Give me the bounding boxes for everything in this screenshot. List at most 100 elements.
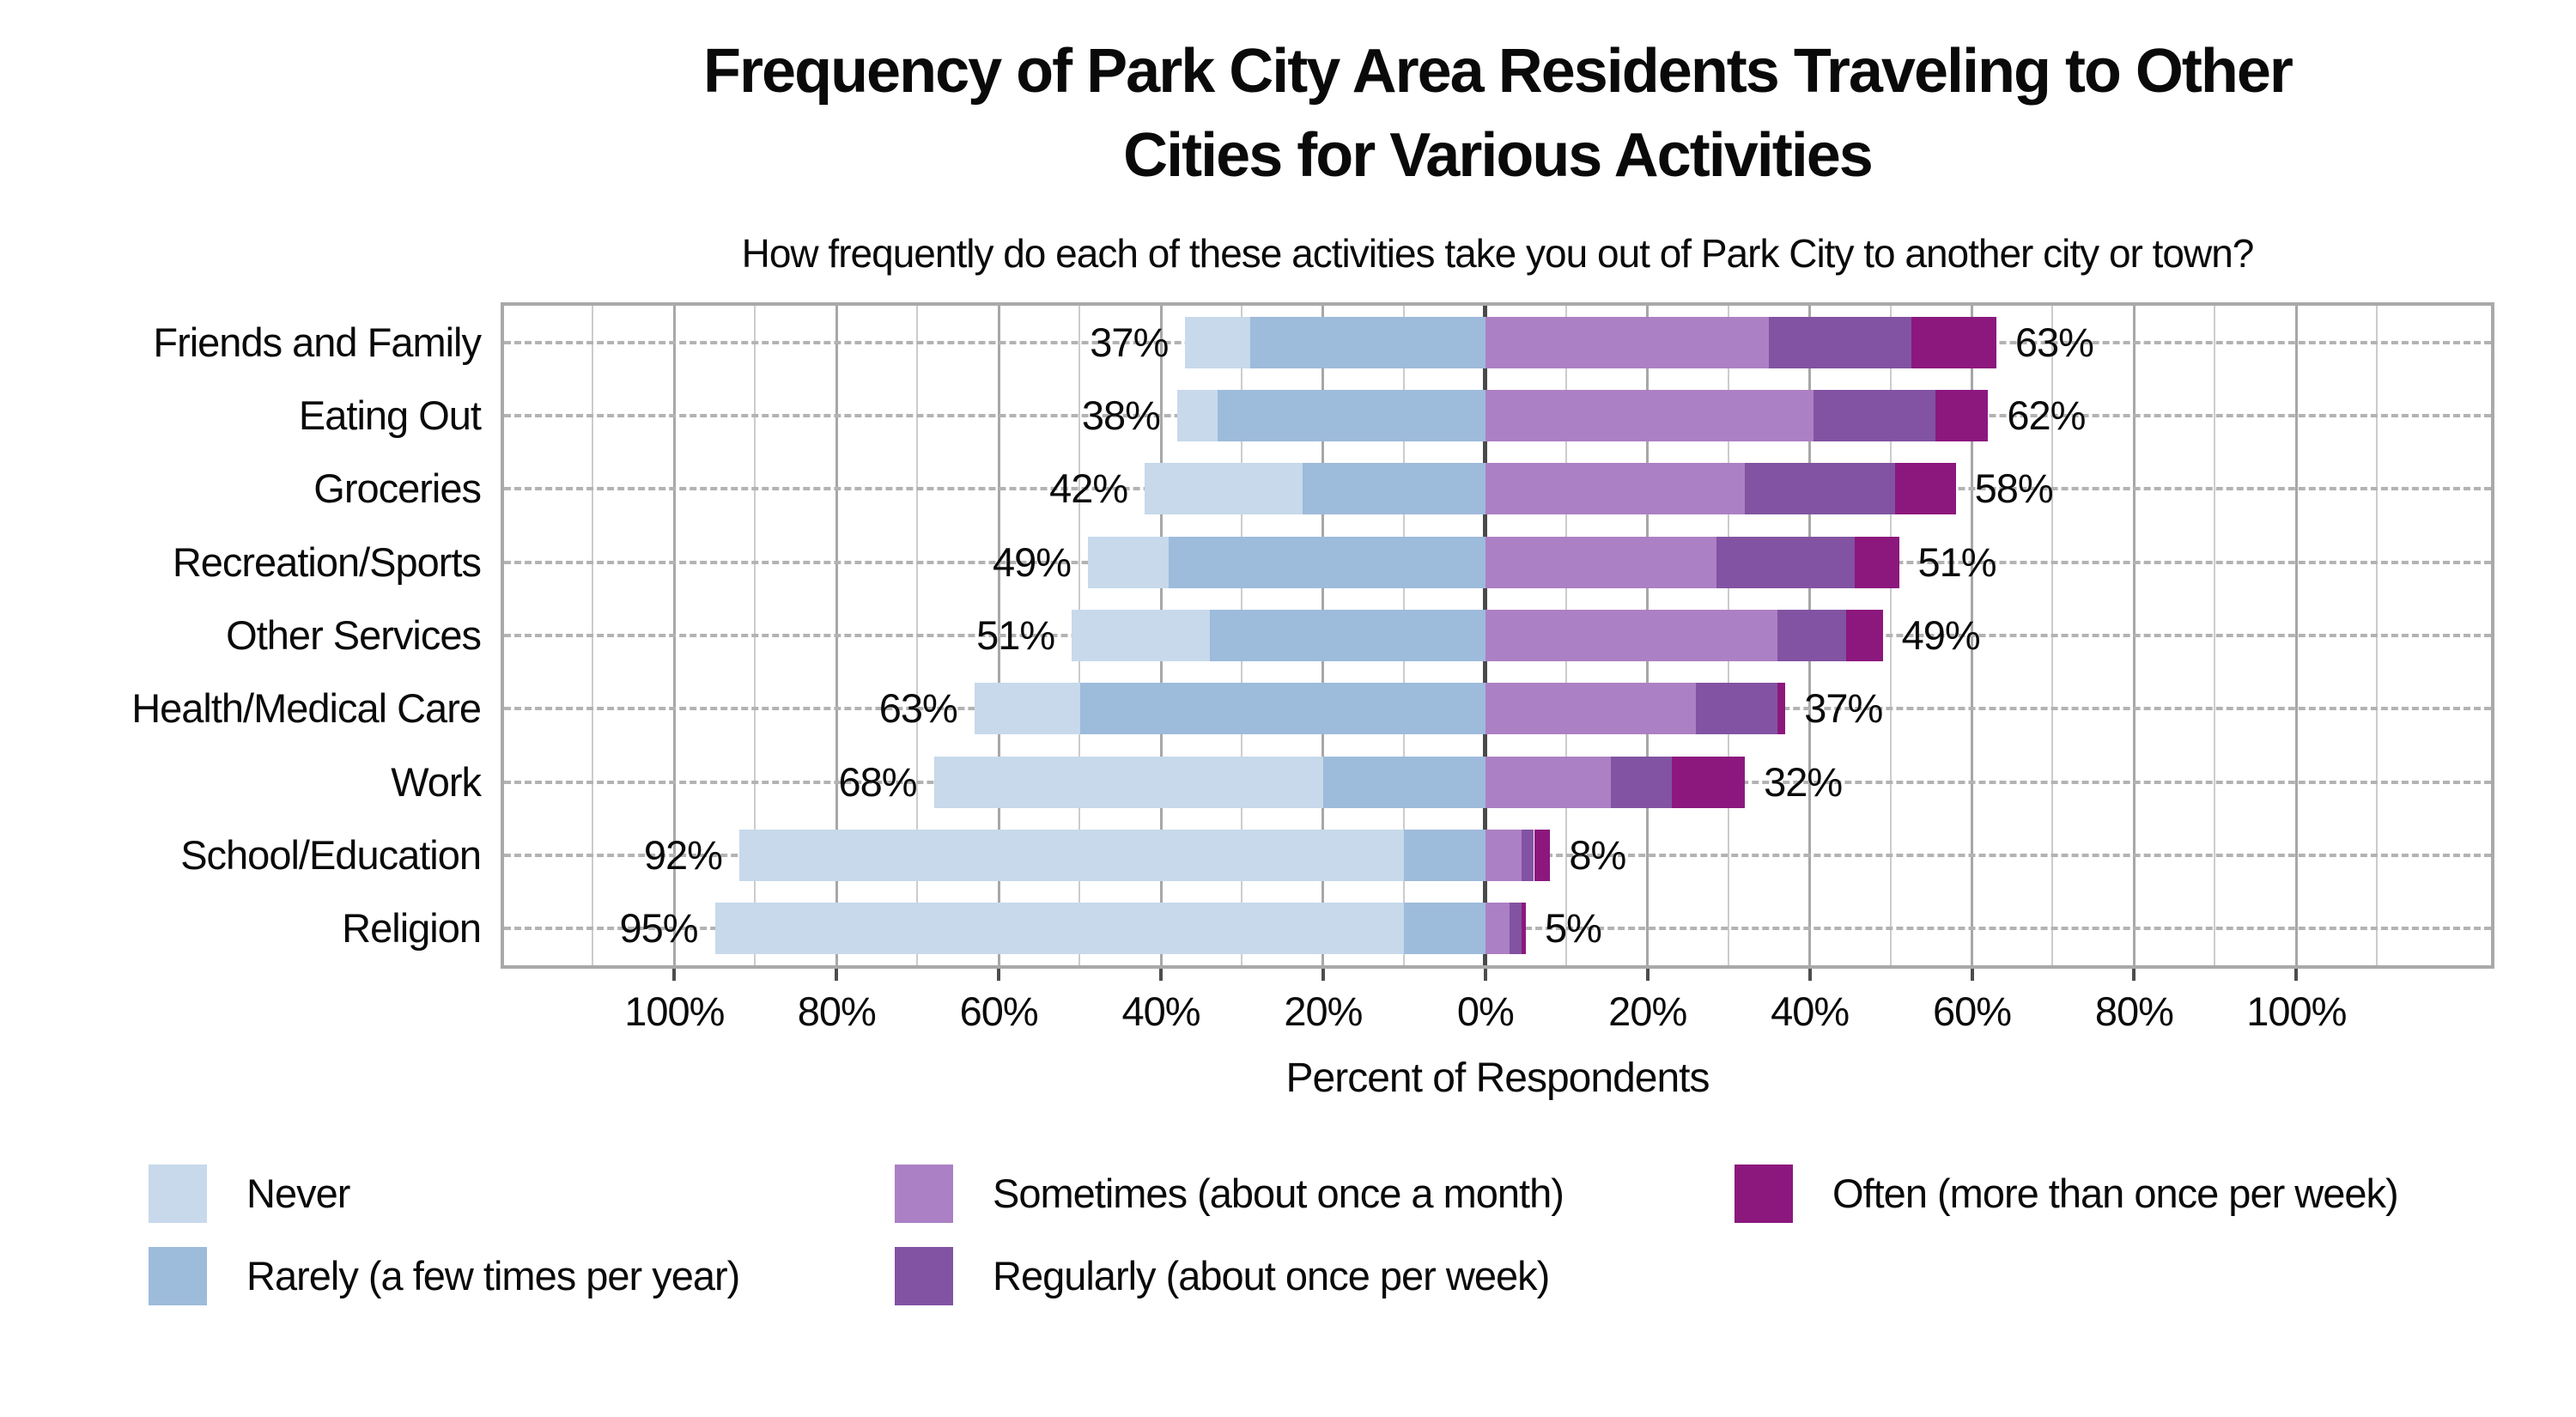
bar-segment-never: [1185, 316, 1250, 368]
bar-segment-regularly: [1522, 830, 1534, 881]
bar-segment-sometimes: [1485, 316, 1770, 368]
legend-label: Sometimes (about once a month): [993, 1171, 1564, 1216]
bar-segment-never: [933, 756, 1323, 808]
bar-segment-rarely: [1404, 830, 1485, 881]
x-axis-tick: [2294, 969, 2299, 981]
x-axis-tick-label: 80%: [2094, 988, 2174, 1034]
x-axis-tick-label: 80%: [797, 988, 877, 1034]
right-total-label: 63%: [2014, 319, 2094, 365]
right-total-label: 8%: [1569, 832, 1626, 878]
x-axis-tick-label: 60%: [1932, 988, 2012, 1034]
bar-segment-often: [1935, 390, 1989, 441]
x-axis-tick: [1159, 969, 1163, 981]
bar-segment-rarely: [1169, 536, 1485, 588]
legend-label: Rarely (a few times per year): [246, 1253, 740, 1298]
bar-segment-never: [714, 903, 1405, 955]
legend-chip-often: [1735, 1165, 1793, 1223]
x-axis-tick: [997, 969, 1001, 981]
bar-segment-regularly: [1716, 536, 1855, 588]
bar-segment-often: [1672, 756, 1746, 808]
bar-segment-rarely: [1249, 316, 1485, 368]
left-total-label: 49%: [992, 538, 1072, 585]
category-label: School/Education: [180, 832, 482, 878]
x-axis-title: Percent of Respondents: [1285, 1055, 1710, 1101]
bar-segment-rarely: [1404, 903, 1485, 955]
bar-segment-sometimes: [1485, 683, 1697, 735]
bar-segment-rarely: [1079, 683, 1485, 735]
bar-segment-often: [1894, 463, 1956, 515]
legend-label: Never: [246, 1171, 350, 1216]
bar-segment-often: [1522, 903, 1527, 955]
x-axis-tick-label: 100%: [624, 988, 725, 1034]
left-total-label: 63%: [878, 685, 958, 732]
left-total-label: 68%: [838, 758, 918, 805]
x-axis-tick: [2132, 969, 2136, 981]
left-total-label: 42%: [1049, 465, 1128, 512]
bar-segment-sometimes: [1485, 903, 1510, 955]
category-label: Friends and Family: [153, 319, 482, 365]
bar-segment-rarely: [1322, 756, 1485, 808]
x-axis-tick: [1483, 969, 1487, 981]
right-total-label: 32%: [1764, 758, 1843, 805]
category-label: Other Services: [226, 612, 482, 658]
x-axis-tick-label: 40%: [1121, 988, 1200, 1034]
left-total-label: 92%: [643, 832, 723, 878]
x-axis-tick: [1645, 969, 1649, 981]
chart-title-line2: Cities for Various Activities: [1123, 121, 1874, 190]
left-total-label: 37%: [1090, 319, 1169, 365]
bar-segment-sometimes: [1485, 390, 1814, 441]
bar-segment-sometimes: [1485, 830, 1522, 881]
bar-segment-never: [1072, 610, 1210, 661]
x-axis-tick: [1807, 969, 1812, 981]
bar-segment-regularly: [1777, 610, 1847, 661]
bar-segment-often: [1534, 830, 1551, 881]
left-total-label: 38%: [1081, 392, 1161, 438]
category-label: Religion: [342, 905, 482, 952]
category-label: Work: [391, 758, 482, 805]
x-axis-tick-label: 0%: [1456, 988, 1515, 1034]
category-label: Eating Out: [298, 392, 482, 438]
right-total-label: 51%: [1917, 538, 1997, 585]
bar-segment-never: [1145, 463, 1303, 515]
bar-segment-sometimes: [1485, 536, 1716, 588]
bar-segment-never: [1176, 390, 1218, 441]
bar-segment-regularly: [1769, 316, 1911, 368]
bar-segment-never: [1088, 536, 1170, 588]
legend-chip-never: [149, 1165, 207, 1223]
bar-segment-sometimes: [1485, 610, 1777, 661]
legend-label: Regularly (about once per week): [993, 1253, 1550, 1298]
legend-chip-regularly: [895, 1247, 953, 1305]
legend-chip-rarely: [149, 1247, 207, 1305]
x-axis-tick: [672, 969, 677, 981]
bar-segment-sometimes: [1485, 756, 1612, 808]
chart-subtitle: How frequently do each of these activiti…: [741, 231, 2255, 276]
x-axis-tick-label: 40%: [1771, 988, 1850, 1034]
right-total-label: 49%: [1901, 612, 1981, 658]
right-total-label: 62%: [2007, 392, 2086, 438]
bar-segment-often: [1911, 316, 1996, 368]
category-label: Groceries: [313, 465, 482, 512]
bar-segment-regularly: [1814, 390, 1936, 441]
bar-segment-rarely: [1218, 390, 1485, 441]
bar-segment-regularly: [1745, 463, 1895, 515]
category-label: Recreation/Sports: [172, 538, 482, 585]
x-axis-tick: [1321, 969, 1325, 981]
right-total-label: 5%: [1545, 905, 1602, 952]
x-axis-tick: [1970, 969, 1974, 981]
bar-segment-often: [1846, 610, 1883, 661]
bar-segment-regularly: [1611, 756, 1673, 808]
x-axis-tick: [835, 969, 839, 981]
bar-segment-regularly: [1696, 683, 1777, 735]
plot-area: 37% 63% 38% 62% 42% 58% 49% 51% 51% 49% 63% 37% 68% 3…: [501, 302, 2494, 969]
x-axis-tick-label: 20%: [1608, 988, 1687, 1034]
bar-segment-regularly: [1510, 903, 1522, 955]
bar-segment-rarely: [1209, 610, 1485, 661]
chart-title: Frequency of Park City Area Residents Tr…: [501, 29, 2494, 198]
right-total-label: 37%: [1804, 685, 1883, 732]
bar-segment-often: [1777, 683, 1786, 735]
bar-segment-sometimes: [1485, 463, 1746, 515]
x-axis-tick-label: 60%: [959, 988, 1039, 1034]
category-label: Health/Medical Care: [131, 685, 482, 732]
left-total-label: 51%: [976, 612, 1055, 658]
x-axis-tick-label: 100%: [2246, 988, 2347, 1034]
